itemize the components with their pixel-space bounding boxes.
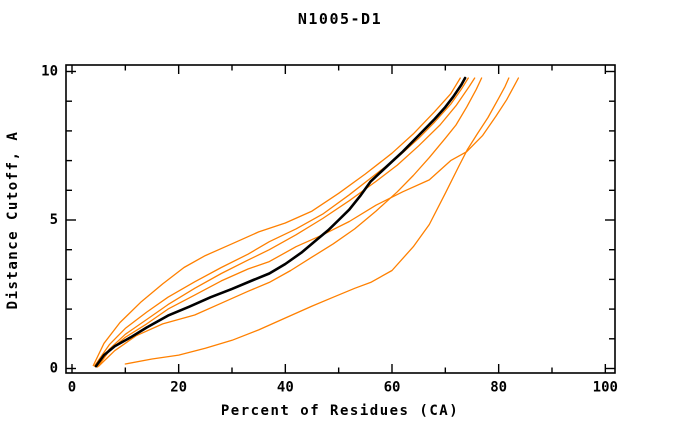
orange-curve-4 [96, 77, 520, 368]
orange-curve-5 [98, 77, 483, 367]
x-tick-label: 0 [68, 380, 76, 396]
orange-curve-6 [124, 77, 510, 365]
x-axis-title: Percent of Residues (CA) [220, 403, 460, 419]
plot-border [65, 64, 616, 374]
y-axis-title: Distance Cutoff, A [5, 130, 21, 310]
x-tick-label: 80 [490, 380, 507, 396]
x-tick-label: 40 [277, 380, 294, 396]
x-tick-label: 20 [170, 380, 187, 396]
orange-curve-3 [95, 77, 476, 368]
black-curve [94, 76, 467, 368]
y-tick-label: 5 [50, 212, 58, 228]
orange-curve-2 [93, 77, 469, 367]
y-tick-label: 0 [50, 361, 58, 377]
chart-title: N1005-D1 [297, 10, 383, 28]
orange-curve-1 [92, 77, 461, 367]
x-tick-label: 100 [593, 380, 618, 396]
y-tick-label: 10 [41, 64, 58, 80]
x-tick-label: 60 [384, 380, 401, 396]
